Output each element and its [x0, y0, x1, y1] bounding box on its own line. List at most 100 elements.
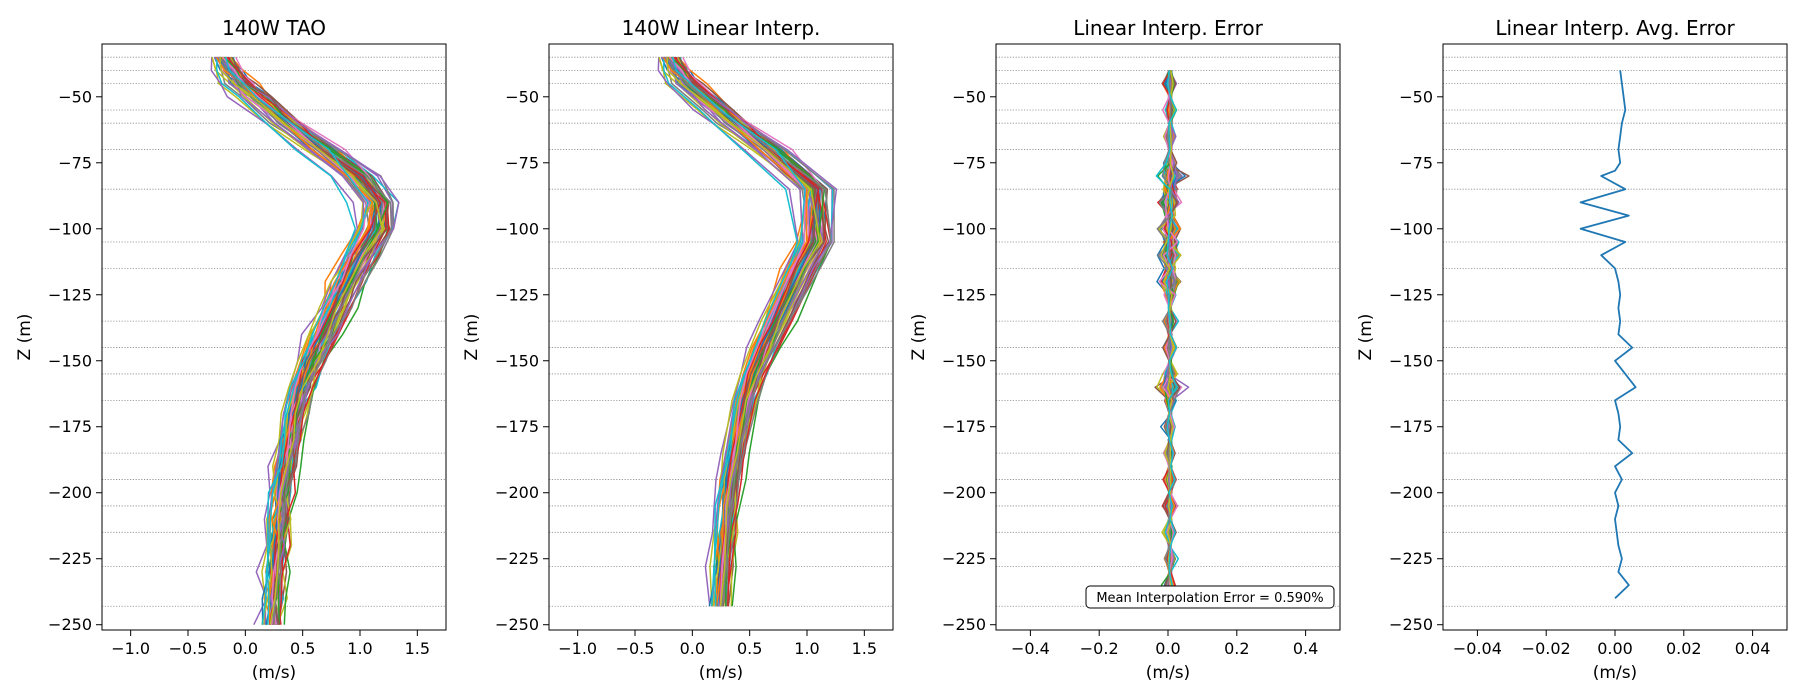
- y-tick-label: −175: [48, 417, 92, 436]
- x-tick-label: 0.5: [290, 639, 315, 658]
- y-tick-label: −200: [495, 483, 539, 502]
- y-tick-label: −150: [48, 351, 92, 370]
- chart-panel-3: −0.4 −0.2 0.0 0.2 0.4 −50 −75 −100 −125 −150 −175 −…: [909, 16, 1341, 683]
- x-tick-label: −0.02: [1522, 639, 1571, 658]
- series-line: [658, 56, 821, 607]
- x-tick-label: 1.5: [405, 639, 430, 658]
- x-tick-label: 0.4: [1293, 639, 1318, 658]
- x-tick-label: 0.00: [1597, 639, 1633, 658]
- series-line: [219, 57, 383, 625]
- y-tick-label: −250: [1389, 615, 1433, 634]
- x-tick-label: −1.0: [558, 639, 597, 658]
- y-tick-label: −250: [48, 615, 92, 634]
- x-tick-label: 0.0: [233, 639, 258, 658]
- x-tick-label: 1.5: [852, 639, 877, 658]
- x-tick-label: 0.0: [680, 639, 705, 658]
- axes-frame: [101, 43, 447, 631]
- x-tick-label: 1.0: [347, 639, 372, 658]
- axes-frame: [1442, 43, 1788, 631]
- y-tick-label: −75: [1399, 153, 1433, 172]
- y-tick-label: −200: [48, 483, 92, 502]
- plot-area: [657, 56, 838, 607]
- series-line: [210, 57, 359, 626]
- y-tick-label: −125: [1389, 285, 1433, 304]
- y-tick-label: −175: [495, 417, 539, 436]
- chart-title: 140W Linear Interp.: [622, 16, 821, 40]
- series-line: [666, 57, 821, 607]
- series-line: [669, 56, 822, 607]
- x-tick-label: 0.04: [1735, 639, 1771, 658]
- y-tick-label: −150: [942, 351, 986, 370]
- chart-panel-1: −1.0 −0.5 0.0 0.5 1.0 1.5 −50 −75 −100 −125 −150 −1…: [15, 16, 447, 683]
- y-tick-label: −200: [942, 483, 986, 502]
- y-tick-label: −50: [1399, 87, 1433, 106]
- x-tick-label: −0.5: [616, 639, 655, 658]
- x-tick-label: −0.5: [169, 639, 208, 658]
- chart-panel-2: −1.0 −0.5 0.0 0.5 1.0 1.5 −50 −75 −100 −125 −150 −1…: [462, 16, 894, 683]
- x-axis-label: (m/s): [1593, 663, 1637, 683]
- y-tick-label: −125: [942, 285, 986, 304]
- y-tick-label: −75: [505, 153, 539, 172]
- y-tick-label: −50: [952, 87, 986, 106]
- x-tick-label: −0.2: [1080, 639, 1119, 658]
- y-axis-label: Z (m): [15, 314, 35, 361]
- x-tick-label: −0.4: [1011, 639, 1050, 658]
- y-axis-label: Z (m): [909, 314, 929, 361]
- y-tick-label: −75: [952, 153, 986, 172]
- series-line: [663, 56, 815, 607]
- x-tick-label: −0.04: [1453, 639, 1502, 658]
- y-tick-label: −50: [58, 87, 92, 106]
- x-axis-label: (m/s): [252, 663, 296, 683]
- series-line: [671, 56, 820, 607]
- y-axis-label: Z (m): [462, 314, 482, 361]
- x-tick-label: 0.0: [1155, 639, 1180, 658]
- series-line: [1155, 70, 1178, 599]
- x-axis-label: (m/s): [699, 663, 743, 683]
- series-line: [657, 57, 799, 607]
- y-tick-label: −125: [495, 285, 539, 304]
- plot-area: [1154, 70, 1190, 599]
- series-line: [1579, 70, 1637, 599]
- y-tick-label: −75: [58, 153, 92, 172]
- y-tick-label: −175: [1389, 417, 1433, 436]
- x-tick-label: −1.0: [111, 639, 150, 658]
- axes-frame: [548, 43, 894, 631]
- series-line: [662, 57, 798, 607]
- x-tick-label: 0.02: [1666, 639, 1702, 658]
- series-line: [670, 56, 810, 607]
- x-tick-label: 0.5: [737, 639, 762, 658]
- y-tick-label: −225: [1389, 549, 1433, 568]
- chart-panel-4: −0.04 −0.02 0.00 0.02 0.04 −50 −75 −100 −125 −150…: [1356, 16, 1788, 683]
- series-line: [676, 56, 828, 607]
- y-tick-label: −225: [495, 549, 539, 568]
- series-line: [672, 56, 823, 607]
- x-axis-label: (m/s): [1146, 663, 1190, 683]
- y-tick-label: −250: [942, 615, 986, 634]
- y-tick-label: −100: [942, 219, 986, 238]
- series-line: [664, 57, 812, 607]
- series-line: [225, 56, 386, 625]
- y-tick-label: −125: [48, 285, 92, 304]
- annotation-text: Mean Interpolation Error = 0.590%: [1096, 591, 1323, 606]
- y-tick-label: −250: [495, 615, 539, 634]
- plot-area: [1579, 70, 1637, 599]
- y-tick-label: −50: [505, 87, 539, 106]
- chart-title: 140W TAO: [222, 16, 326, 40]
- series-line: [671, 56, 806, 607]
- series-line: [215, 57, 357, 625]
- plot-area: [210, 56, 400, 626]
- y-tick-label: −100: [1389, 219, 1433, 238]
- y-tick-label: −100: [48, 219, 92, 238]
- y-axis-label: Z (m): [1356, 314, 1376, 361]
- y-tick-label: −225: [48, 549, 92, 568]
- series-line: [211, 56, 377, 625]
- y-tick-label: −150: [1389, 351, 1433, 370]
- annotation-box: [1085, 585, 1335, 609]
- series-line: [224, 56, 369, 625]
- x-tick-label: 0.2: [1224, 639, 1249, 658]
- chart-title: Linear Interp. Avg. Error: [1495, 16, 1735, 40]
- y-tick-label: −200: [1389, 483, 1433, 502]
- y-tick-label: −225: [942, 549, 986, 568]
- x-tick-label: 1.0: [794, 639, 819, 658]
